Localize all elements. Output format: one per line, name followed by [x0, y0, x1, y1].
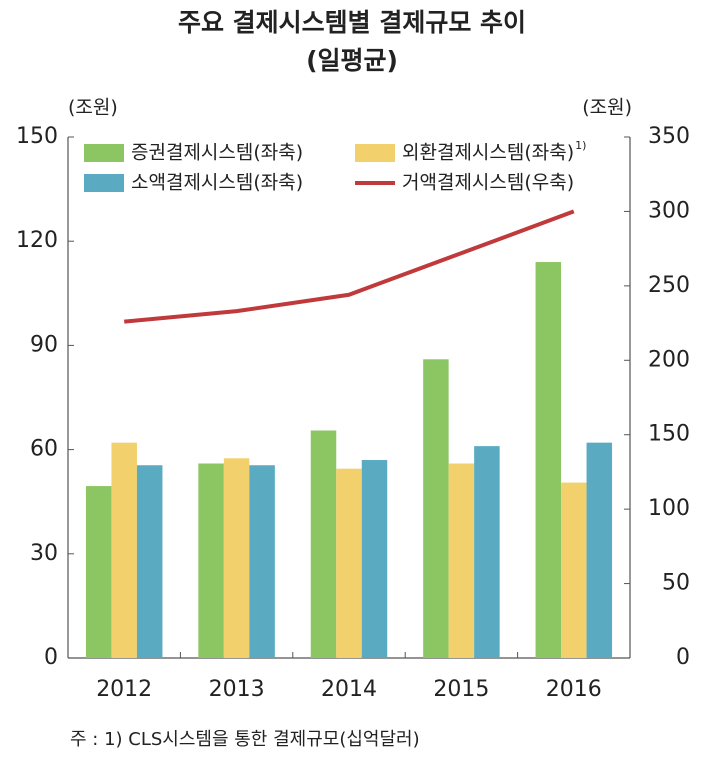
legend-item: 외환결제시스템(좌축) 1)	[355, 139, 586, 164]
y2-tick-label: 0	[676, 645, 690, 670]
legend-label: 거액결제시스템(우축)	[402, 172, 574, 194]
bar	[136, 465, 163, 658]
y-tick-label: 60	[30, 437, 58, 462]
bar	[249, 465, 275, 658]
bar	[85, 486, 112, 658]
legend-swatch	[355, 144, 395, 162]
y2-axis-label: (조원)	[582, 97, 632, 119]
y-tick-label: 120	[16, 228, 58, 253]
bar	[535, 262, 562, 658]
x-tick-label: 2016	[546, 677, 602, 702]
bar	[586, 442, 613, 658]
y2-tick-label: 250	[648, 273, 690, 298]
legend-note: 1)	[575, 139, 586, 152]
y2-tick-label: 200	[648, 347, 690, 372]
chart-subtitle: (일평균)	[306, 46, 398, 75]
y-tick-label: 90	[30, 332, 58, 357]
legend-item: 거액결제시스템(우축)	[355, 172, 574, 194]
bar	[561, 482, 587, 658]
bar	[448, 463, 475, 658]
y2-tick-label: 350	[648, 124, 690, 149]
y-axis-label: (조원)	[68, 97, 118, 119]
bar	[198, 463, 224, 658]
legend-item: 소액결제시스템(좌축)	[84, 172, 303, 194]
y2-tick-label: 100	[648, 496, 690, 521]
y2-tick-label: 50	[662, 571, 690, 596]
x-tick-label: 2013	[209, 677, 265, 702]
legend-label: 외환결제시스템(좌축)	[402, 142, 574, 164]
bar	[111, 442, 137, 658]
footnote: 주 : 1) CLS시스템을 통한 결제규모(십억달러)	[70, 729, 420, 750]
x-tick-label: 2015	[433, 677, 489, 702]
bar	[361, 460, 388, 658]
legend-swatch	[84, 144, 124, 162]
y2-tick-label: 300	[648, 198, 690, 223]
legend-swatch	[84, 174, 124, 192]
y-tick-label: 30	[30, 541, 58, 566]
line	[124, 209, 575, 324]
bar	[474, 446, 500, 658]
y2-tick-label: 150	[648, 422, 690, 447]
bar	[423, 359, 449, 658]
bar	[336, 468, 362, 658]
bar	[223, 458, 250, 658]
legend-label: 증권결제시스템(좌축)	[131, 142, 303, 164]
y-tick-label: 150	[16, 124, 58, 149]
bar	[310, 430, 337, 658]
x-tick-label: 2012	[96, 677, 152, 702]
legend-item: 증권결제시스템(좌축)	[84, 142, 303, 164]
legend-label: 소액결제시스템(좌축)	[131, 172, 303, 194]
x-tick-label: 2014	[321, 677, 377, 702]
y-tick-label: 0	[44, 645, 58, 670]
chart-title: 주요 결제시스템별 결제규모 추이	[178, 8, 526, 37]
